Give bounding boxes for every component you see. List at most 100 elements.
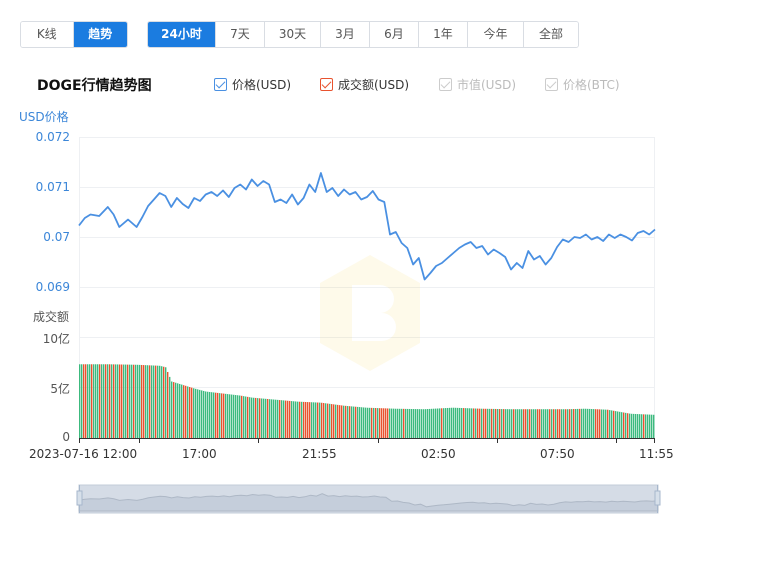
legend-volume-usd[interactable]: 成交额(USD): [320, 76, 409, 93]
volume-bar: [637, 414, 639, 438]
volume-bar: [203, 390, 205, 438]
legend-label: 价格(BTC): [563, 78, 620, 92]
tab-24h[interactable]: 24小时: [148, 22, 216, 47]
tab-all[interactable]: 全部: [524, 22, 578, 47]
tab-ytd[interactable]: 今年: [468, 22, 524, 47]
volume-bar: [589, 408, 591, 438]
legend-label: 价格(USD): [232, 78, 292, 92]
volume-bar: [605, 409, 607, 438]
volume-bar: [187, 386, 189, 438]
volume-bar: [485, 408, 487, 438]
tab-30d[interactable]: 30天: [265, 22, 321, 47]
volume-bar: [323, 403, 325, 438]
volume-bar: [447, 407, 449, 438]
tab-1y[interactable]: 1年: [419, 22, 468, 47]
volume-bar: [619, 411, 621, 438]
volume-bar: [167, 371, 169, 438]
volume-bar: [313, 402, 315, 438]
volume-bar: [407, 408, 409, 438]
legend-price-usd[interactable]: 价格(USD): [214, 76, 291, 93]
volume-bar: [389, 408, 391, 438]
volume-bar: [471, 408, 473, 438]
navigator-line: [78, 493, 659, 512]
volume-bar: [465, 408, 467, 438]
volume-bar: [229, 394, 231, 438]
volume-bar: [105, 364, 107, 438]
x-tick: 07:50: [540, 447, 575, 461]
volume-bar: [127, 364, 129, 438]
volume-bar: [479, 408, 481, 438]
volume-bar: [115, 364, 117, 438]
volume-bars: [79, 364, 655, 438]
legend-marketcap-usd[interactable]: 市值(USD): [439, 76, 516, 93]
legend-price-btc[interactable]: 价格(BTC): [545, 76, 620, 93]
volume-tick: 0: [62, 430, 70, 444]
slider-handle-left[interactable]: [76, 485, 83, 513]
volume-bar: [541, 409, 543, 438]
volume-bar: [409, 408, 411, 438]
volume-bar: [513, 409, 515, 438]
volume-bar: [441, 408, 443, 438]
volume-bar: [421, 409, 423, 438]
volume-bar: [285, 400, 287, 438]
slider-handle-right[interactable]: [654, 485, 661, 513]
volume-bar: [435, 408, 437, 438]
volume-bar: [565, 409, 567, 438]
volume-bar: [353, 406, 355, 438]
tab-trend[interactable]: 趋势: [73, 22, 127, 47]
x-tick: 11:55: [639, 447, 674, 461]
volume-bar: [527, 409, 529, 438]
volume-bar: [125, 364, 127, 438]
chart-title: DOGE行情趋势图: [37, 78, 152, 94]
volume-bar: [241, 395, 243, 438]
price-tick: 0.072: [35, 130, 70, 144]
volume-bar: [547, 409, 549, 438]
tab-kline[interactable]: K线: [21, 22, 74, 47]
volume-bar: [533, 409, 535, 438]
volume-bar: [577, 408, 579, 438]
volume-bar: [639, 414, 641, 438]
volume-bar: [621, 412, 623, 438]
volume-bar: [507, 409, 509, 438]
price-tick: 0.07: [43, 230, 70, 244]
volume-axis-title: 成交额: [33, 310, 70, 324]
volume-bar: [425, 409, 427, 438]
volume-bar: [165, 367, 167, 438]
volume-bar: [611, 410, 613, 438]
volume-bar: [599, 409, 601, 438]
volume-bar: [277, 399, 279, 438]
volume-bar: [195, 388, 197, 438]
volume-bar: [263, 398, 265, 438]
volume-tick: 10亿: [42, 332, 70, 346]
volume-bar: [151, 365, 153, 438]
volume-bar: [307, 402, 309, 438]
volume-bar: [255, 397, 257, 438]
volume-bar: [383, 408, 385, 438]
volume-bar: [253, 397, 255, 438]
legend-label: 成交额(USD): [338, 78, 410, 92]
volume-bar: [443, 408, 445, 438]
volume-bar: [363, 407, 365, 438]
tab-6m[interactable]: 6月: [370, 22, 419, 47]
volume-bar: [393, 408, 395, 438]
range-tab-group: 24小时 7天 30天 3月 6月 1年 今年 全部: [147, 21, 579, 48]
volume-bar: [515, 409, 517, 438]
range-slider[interactable]: [76, 484, 661, 514]
checkbox-icon: [545, 78, 558, 91]
volume-bar: [89, 364, 91, 438]
volume-bar: [111, 364, 113, 438]
volume-bar: [347, 406, 349, 438]
volume-bar: [245, 396, 247, 438]
volume-bar: [461, 408, 463, 438]
volume-bar: [279, 400, 281, 438]
volume-bar: [275, 399, 277, 438]
x-tick: 02:50: [421, 447, 456, 461]
tab-3m[interactable]: 3月: [321, 22, 370, 47]
volume-bar: [543, 409, 545, 438]
volume-bar: [191, 387, 193, 438]
volume-bar: [355, 406, 357, 438]
volume-bar: [147, 365, 149, 438]
tab-7d[interactable]: 7天: [216, 22, 265, 47]
volume-bar: [483, 408, 485, 438]
